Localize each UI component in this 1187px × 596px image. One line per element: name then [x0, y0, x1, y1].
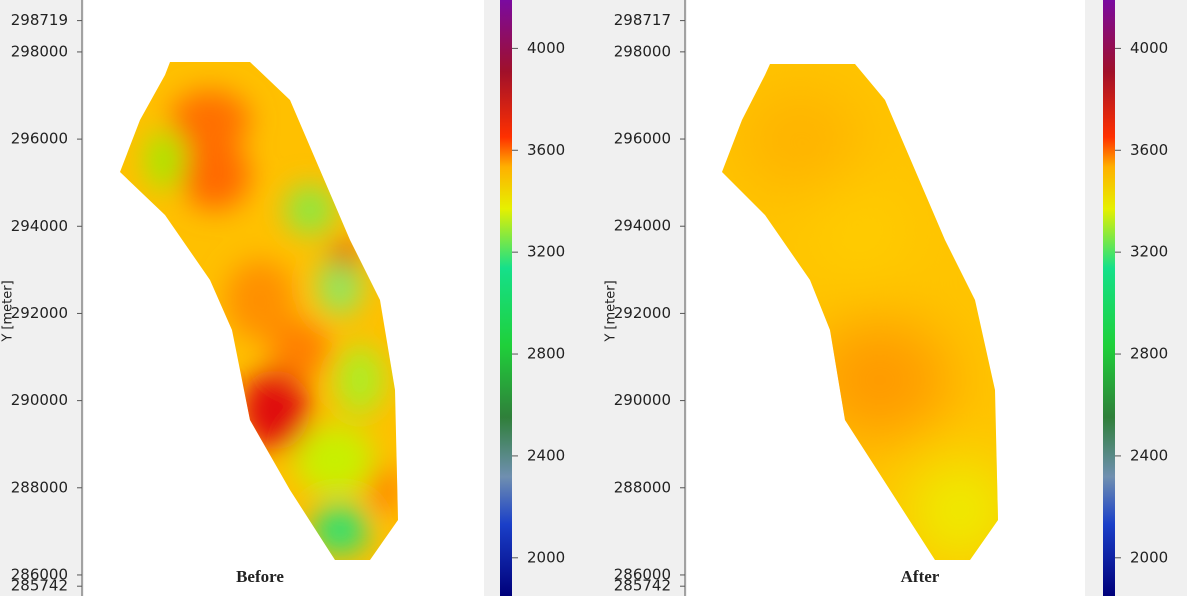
y-tick-label: 298717 [614, 11, 671, 29]
y-tick-label: 288000 [11, 478, 68, 496]
y-tick-label: 290000 [614, 391, 671, 409]
y-tick-label: 296000 [11, 130, 68, 148]
colorbar-tick-label: 2800 [527, 345, 565, 363]
y-tick-label: 292000 [614, 304, 671, 322]
colorbar-tick-label: 2000 [527, 548, 565, 566]
y-tick-label: 290000 [11, 391, 68, 409]
y-tick-label: 288000 [614, 478, 671, 496]
y-tick-label: 298719 [11, 11, 68, 29]
colorbar-tick-label: 2400 [1130, 446, 1168, 464]
y-tick-label: 298000 [614, 42, 671, 60]
colorbar-tick-label: 4000 [527, 39, 565, 57]
colorbar-tick-label: 2400 [527, 446, 565, 464]
colorbar-tick-label: 3600 [1130, 141, 1168, 159]
y-tick-label: 296000 [614, 130, 671, 148]
y-tick-label: 292000 [11, 304, 68, 322]
colorbar-tick-label: 3600 [527, 141, 565, 159]
y-axis-label: Y [meter] [1, 280, 16, 342]
panel-caption: After [901, 567, 940, 586]
colorbar-tick-label: 2000 [1130, 548, 1168, 566]
colorbar-tick-label: 3200 [527, 243, 565, 261]
y-tick-label: 286000 [11, 565, 68, 583]
colorbar-tick-label: 3200 [1130, 243, 1168, 261]
y-tick-label: 294000 [614, 217, 671, 235]
y-tick-label: 298000 [11, 42, 68, 60]
panel-caption: Before [236, 567, 284, 586]
y-tick-label: 286000 [614, 565, 671, 583]
colorbar [500, 0, 512, 596]
colorbar-tick-label: 2800 [1130, 345, 1168, 363]
colorbar [1103, 0, 1115, 596]
colorbar-tick-label: 4000 [1130, 39, 1168, 57]
y-tick-label: 285742 [11, 577, 68, 595]
y-tick-label: 285742 [614, 577, 671, 595]
y-axis-label: Y [meter] [604, 280, 619, 342]
y-tick-label: 294000 [11, 217, 68, 235]
